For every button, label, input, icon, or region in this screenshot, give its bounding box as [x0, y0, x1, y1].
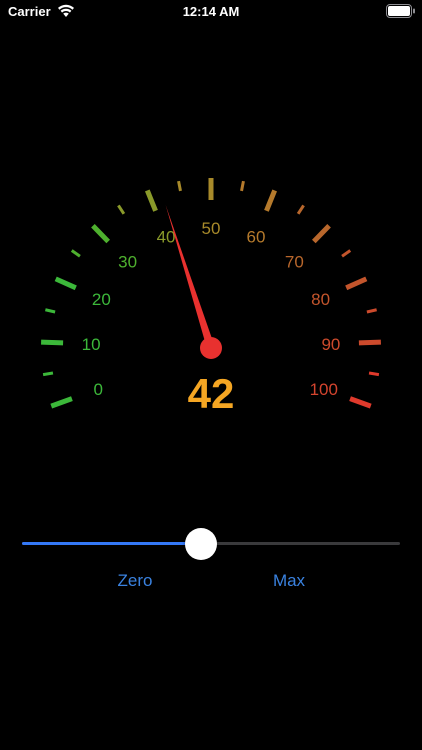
- zero-button[interactable]: Zero: [105, 570, 165, 592]
- gauge-major-tick: [56, 279, 76, 288]
- gauge-minor-tick: [369, 373, 379, 375]
- gauge-major-tick: [51, 399, 72, 407]
- gauge-minor-tick: [118, 205, 123, 213]
- gauge-major-tick: [314, 226, 329, 242]
- gauge-minor-tick: [242, 181, 244, 191]
- gauge-tick-label: 30: [118, 253, 137, 272]
- max-button[interactable]: Max: [259, 570, 319, 592]
- gauge-tick-label: 10: [82, 335, 101, 354]
- gauge-minor-tick: [342, 250, 350, 256]
- gauge-major-tick: [41, 342, 63, 343]
- gauge-tick-label: 50: [202, 219, 221, 238]
- gauge-minor-tick: [367, 310, 377, 312]
- gauge-tick-label: 40: [157, 228, 176, 247]
- gauge-major-tick: [346, 279, 366, 288]
- gauge-major-tick: [147, 190, 155, 210]
- gauge-major-tick: [359, 342, 381, 343]
- gauge-minor-tick: [72, 250, 80, 256]
- gauge-minor-tick: [43, 373, 53, 375]
- gauge-major-tick: [93, 226, 108, 242]
- speedometer-gauge: 0 10 20 30 40 50 60 70 80 90 100 42: [0, 0, 422, 500]
- gauge-tick-label: 100: [310, 380, 338, 399]
- gauge-tick-label: 60: [246, 228, 265, 247]
- gauge-major-tick: [266, 190, 274, 210]
- gauge-tick-label: 20: [92, 290, 111, 309]
- slider-thumb[interactable]: [185, 528, 217, 560]
- gauge-value-readout: 42: [188, 370, 235, 417]
- value-slider[interactable]: [22, 528, 400, 560]
- gauge-tick-label: 0: [94, 380, 103, 399]
- slider-fill: [22, 542, 201, 545]
- gauge-tick-label: 90: [321, 335, 340, 354]
- gauge-minor-tick: [298, 205, 303, 213]
- gauge-tick-label: 80: [311, 290, 330, 309]
- gauge-needle-hub: [200, 337, 222, 359]
- gauge-minor-tick: [179, 181, 181, 191]
- gauge-tick-label: 70: [285, 253, 304, 272]
- gauge-major-tick: [350, 399, 371, 407]
- gauge-minor-tick: [45, 310, 55, 312]
